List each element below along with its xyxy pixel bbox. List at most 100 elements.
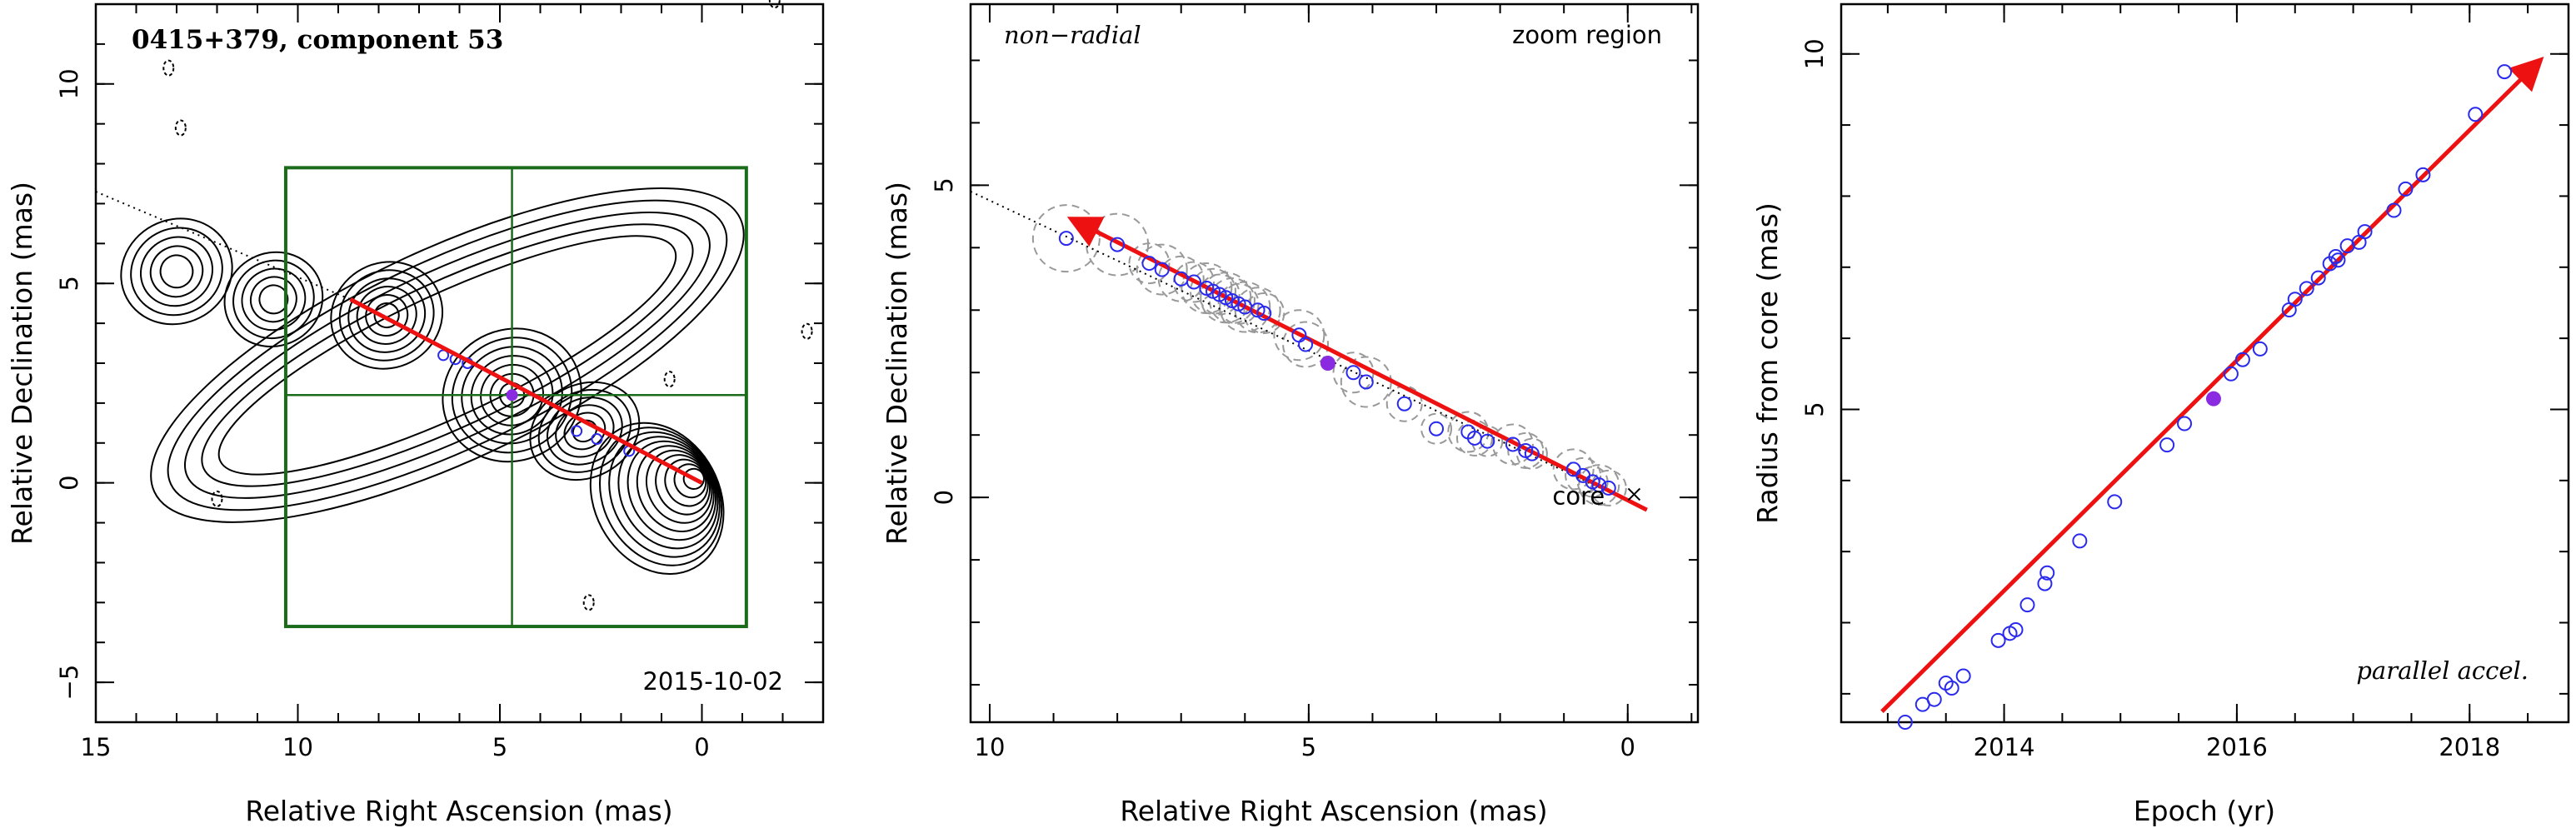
radius-epoch-point xyxy=(2497,64,2513,80)
zoom-point xyxy=(1505,436,1520,452)
contour-level xyxy=(645,449,713,524)
contour-envelope xyxy=(167,199,728,511)
zoom-point xyxy=(1600,480,1616,496)
radius-epoch-x-tick-label: 2014 xyxy=(1974,733,2035,761)
contour-level xyxy=(682,467,705,491)
beam-circle xyxy=(1515,437,1548,470)
stray-contour xyxy=(582,594,595,611)
radius-epoch-point xyxy=(1926,691,1942,707)
sky-map-contours xyxy=(120,187,745,576)
contour-level xyxy=(617,436,719,550)
contour-envelope xyxy=(217,235,677,476)
sky-map-x-title: Relative Right Ascension (mas) xyxy=(245,795,672,827)
zoom-point xyxy=(1358,374,1374,390)
contour-level xyxy=(627,440,717,541)
sky-map-date: 2015-10-02 xyxy=(642,667,783,696)
trajectory-line xyxy=(349,297,703,485)
core-label: core xyxy=(1552,481,1605,510)
radius-epoch-point xyxy=(1938,676,1954,691)
zoom-beam-circles xyxy=(1031,204,1627,506)
zoom-box-rect xyxy=(283,166,748,629)
radius-epoch-point xyxy=(2072,533,2088,549)
contour-level xyxy=(241,267,307,332)
beam-circle xyxy=(1282,321,1330,368)
radius-epoch-point xyxy=(2357,224,2373,240)
beam-circle xyxy=(1136,243,1188,296)
core-marker xyxy=(1627,487,1641,501)
radius-epoch-y-tick-label: 10 xyxy=(1800,38,1829,69)
sky-map-point xyxy=(571,425,583,437)
stray-contour xyxy=(801,322,813,340)
radius-epoch-frame xyxy=(1840,2,2570,724)
zoom-point xyxy=(1141,256,1157,272)
beam-circle xyxy=(1219,281,1271,333)
beam-circle xyxy=(1340,356,1392,408)
fit-line-arrow xyxy=(1880,57,2544,713)
contour-envelope xyxy=(201,223,694,487)
radius-epoch-point xyxy=(2223,366,2239,382)
stray-contour xyxy=(174,119,187,137)
stray-contour xyxy=(663,371,676,388)
beam-circle xyxy=(1173,261,1216,303)
sky-map-x-tick-label: 15 xyxy=(81,733,112,761)
radius-epoch-point xyxy=(2310,270,2326,286)
stray-contour xyxy=(768,0,781,9)
contour-level xyxy=(608,431,721,558)
extrapolation-line xyxy=(95,191,351,301)
radius-epoch-point xyxy=(2039,565,2055,581)
zoom-y-title: Relative Declination (mas) xyxy=(881,182,913,545)
radius-epoch-y-title: Radius from core (mas) xyxy=(1751,202,1784,524)
zoom-x-title: Relative Right Ascension (mas) xyxy=(1120,795,1547,827)
contour-envelope xyxy=(184,212,711,499)
radius-epoch-point xyxy=(2159,437,2175,453)
sky-map-points xyxy=(437,349,636,457)
radius-epoch-point xyxy=(1955,668,1971,684)
sky-map-title: 0415+379, component 53 xyxy=(132,25,503,55)
radius-epoch-y-tick-label: 5 xyxy=(1800,402,1829,416)
radius-epoch-point xyxy=(2177,416,2193,431)
contour-level xyxy=(636,445,715,532)
stray-contour xyxy=(211,490,223,507)
sky-map-y-tick-label: −5 xyxy=(55,665,83,701)
contour-level xyxy=(451,337,573,454)
contour-level xyxy=(232,259,315,340)
sky-map-x-tick-label: 0 xyxy=(694,733,709,761)
contour-level xyxy=(139,236,214,307)
zoom-label-nonradial: non−radial xyxy=(1004,21,1141,49)
radius-epoch-points xyxy=(1897,64,2513,730)
beam-circle xyxy=(1190,267,1236,315)
beam-circle xyxy=(1031,204,1101,273)
zoom-panel: 10 5 0 0 5 non−radial zoom region core Relat… xyxy=(881,2,1700,827)
beam-circle xyxy=(1565,456,1602,494)
zoom-frame xyxy=(969,2,1700,724)
contour-level xyxy=(598,426,723,566)
zoom-point xyxy=(1396,396,1412,412)
contour-level xyxy=(373,302,400,329)
radius-epoch-x-tick-label: 2018 xyxy=(2439,733,2500,761)
radius-epoch-point xyxy=(2037,576,2053,591)
contour-level xyxy=(130,227,223,317)
contour-envelope xyxy=(150,187,745,523)
sky-map-misc-features xyxy=(162,0,813,611)
beam-circle xyxy=(1471,425,1504,457)
beam-circle xyxy=(1086,212,1150,277)
zoom-point xyxy=(1058,231,1074,247)
radius-epoch-highlighted-point xyxy=(2205,391,2221,407)
contour-level xyxy=(149,245,204,298)
radius-epoch-point xyxy=(2398,181,2414,197)
radius-epoch-panel: 2014 2016 2018 5 10 parallel accel. Epoch (y… xyxy=(1751,2,2570,827)
radius-epoch-x-title: Epoch (yr) xyxy=(2134,795,2275,827)
radius-epoch-fit xyxy=(1880,57,2544,713)
beam-circle xyxy=(1157,255,1205,302)
contour-level xyxy=(120,217,233,326)
radius-epoch-point xyxy=(2468,107,2484,122)
sky-map-y-tick-label: 5 xyxy=(55,276,83,291)
contour-level xyxy=(223,251,324,348)
contour-level xyxy=(330,261,444,370)
radius-epoch-point xyxy=(1897,715,1913,730)
sky-map-x-tick-label: 10 xyxy=(282,733,313,761)
zoom-y-tick-label: 5 xyxy=(930,177,958,192)
radius-epoch-point xyxy=(2386,202,2402,218)
beam-circle xyxy=(1273,309,1325,362)
